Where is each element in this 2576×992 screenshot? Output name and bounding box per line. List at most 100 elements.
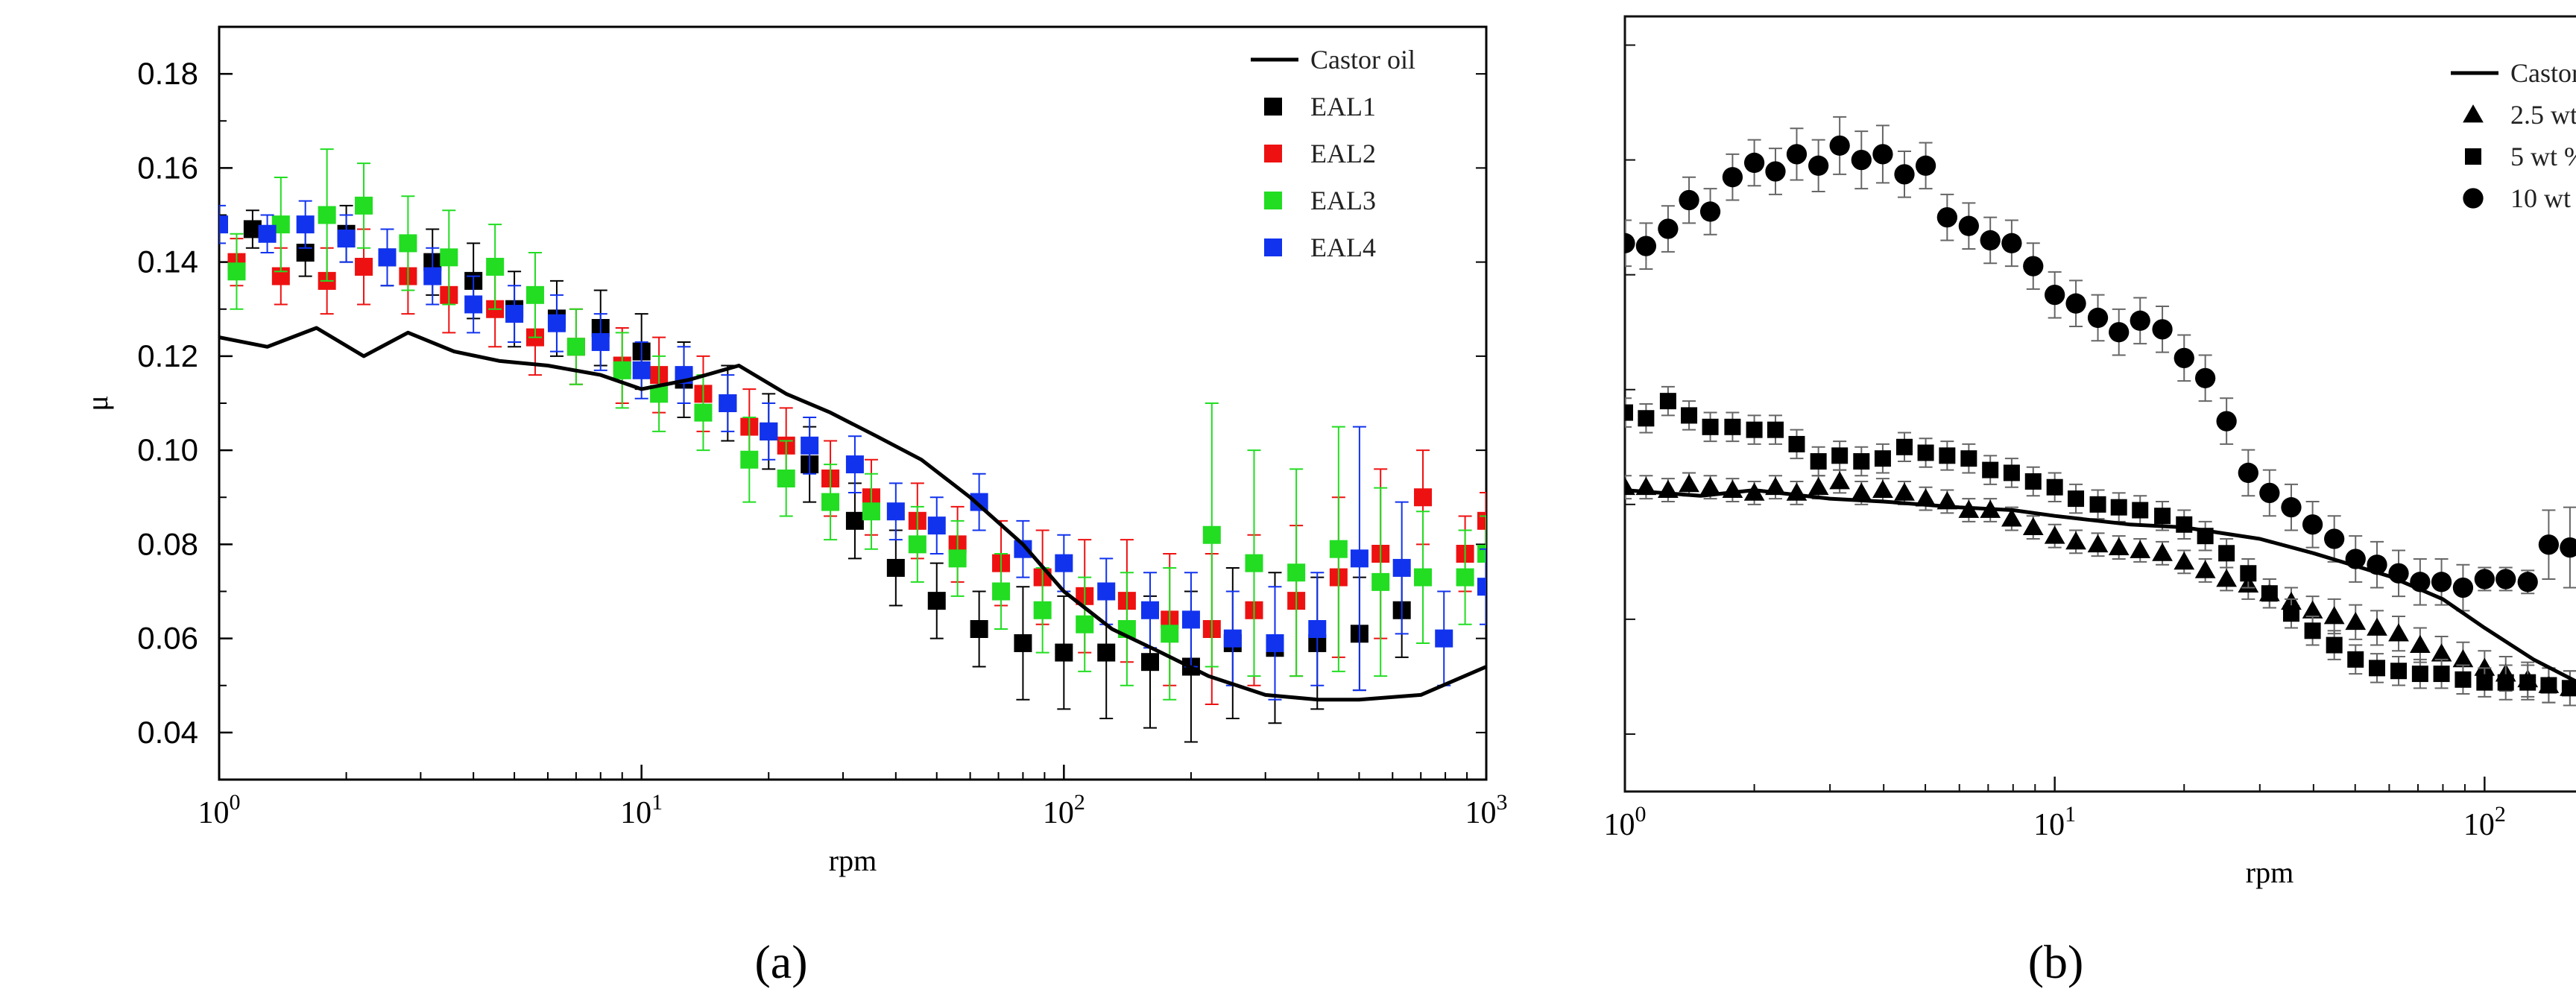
data-point xyxy=(1055,643,1073,662)
data-point xyxy=(1915,155,1936,176)
x-tick-label-base: 10 xyxy=(620,796,651,830)
data-point xyxy=(2110,499,2127,516)
data-point xyxy=(1808,155,1829,176)
data-point xyxy=(2540,677,2557,694)
legend-label: 2.5 wt % xyxy=(2510,100,2576,130)
data-point xyxy=(337,230,356,248)
data-point xyxy=(2068,490,2085,508)
x-tick-label: 101 xyxy=(2033,802,2076,842)
data-point xyxy=(2216,411,2237,432)
data-point xyxy=(2238,462,2258,484)
data-point xyxy=(2259,482,2280,504)
data-point xyxy=(927,592,946,610)
data-point xyxy=(2431,643,2452,662)
x-tick-label-exponent: 0 xyxy=(1635,802,1647,827)
data-point xyxy=(2044,525,2065,544)
data-point xyxy=(2452,577,2474,598)
data-point xyxy=(1625,233,1635,253)
data-point xyxy=(2324,528,2345,549)
y-tick-label: 0.14 xyxy=(137,244,198,279)
castor-oil-line xyxy=(219,326,1486,702)
data-point xyxy=(2087,307,2109,329)
data-point xyxy=(2431,572,2452,593)
data-point xyxy=(2024,473,2042,490)
data-point xyxy=(886,558,905,577)
data-point xyxy=(296,215,315,234)
data-point xyxy=(227,262,246,281)
data-point xyxy=(1851,149,1872,171)
data-point xyxy=(1635,236,1657,256)
data-point xyxy=(801,436,819,455)
x-tick-label-base: 10 xyxy=(2463,808,2495,842)
data-point xyxy=(2496,569,2516,590)
x-tick-label-base: 10 xyxy=(1465,796,1497,830)
data-point xyxy=(886,502,905,521)
data-point xyxy=(1287,563,1306,582)
x-tick-label-base: 10 xyxy=(1604,808,1635,842)
data-point xyxy=(1829,135,1850,156)
y-axis-label: μ xyxy=(80,395,114,411)
data-point xyxy=(1435,629,1453,648)
data-point xyxy=(2023,256,2044,277)
y-tick-label: 0.18 xyxy=(137,56,198,91)
panel-b-label: (b) xyxy=(2028,935,2084,988)
data-point xyxy=(2022,516,2044,536)
data-point xyxy=(1414,568,1433,587)
data-point xyxy=(2108,537,2130,555)
data-point xyxy=(219,215,228,234)
data-point xyxy=(1329,540,1348,558)
data-point xyxy=(1829,471,1851,490)
x-tick-label: 100 xyxy=(198,790,241,830)
data-point xyxy=(862,502,880,521)
data-point xyxy=(1076,615,1094,634)
data-point xyxy=(992,582,1011,601)
data-point xyxy=(2282,605,2299,622)
data-point xyxy=(525,285,544,304)
data-point xyxy=(1638,410,1655,427)
data-point xyxy=(2323,606,2345,625)
x-axis-label: rpm xyxy=(829,844,877,877)
data-point xyxy=(355,196,373,215)
data-point xyxy=(2174,347,2194,369)
data-point xyxy=(927,516,946,535)
data-point xyxy=(1939,447,1956,464)
data-point xyxy=(1097,582,1116,601)
data-point xyxy=(1808,476,1829,496)
data-point xyxy=(2560,537,2576,558)
data-point xyxy=(2474,657,2496,676)
data-point xyxy=(2152,543,2173,561)
data-point xyxy=(2194,560,2216,578)
data-point xyxy=(1702,418,1719,435)
panel-b: (b) 1001011021030.040.080.120.160.200.24… xyxy=(1604,15,2576,988)
data-point xyxy=(1872,144,1893,165)
y-tick-label: 0.08 xyxy=(137,526,198,561)
data-point xyxy=(632,361,651,379)
data-point xyxy=(970,620,988,638)
data-point xyxy=(1625,404,1633,421)
series-10-wt- xyxy=(1625,116,2576,612)
data-point xyxy=(719,394,737,412)
data-point xyxy=(1371,572,1390,591)
data-point xyxy=(1161,625,1179,643)
data-point xyxy=(2517,572,2538,593)
x-tick-label-exponent: 2 xyxy=(1074,790,1085,815)
data-point xyxy=(2130,540,2151,558)
data-point xyxy=(1266,634,1284,652)
data-point xyxy=(1851,482,1872,501)
data-point xyxy=(378,248,397,267)
data-point xyxy=(399,234,417,253)
data-point xyxy=(2089,496,2106,513)
data-point xyxy=(2001,508,2022,527)
data-point xyxy=(2302,600,2323,619)
data-point xyxy=(2065,293,2086,314)
data-point xyxy=(2195,367,2216,388)
data-point xyxy=(2132,502,2149,519)
legend-label: Castor oil xyxy=(1310,45,1415,75)
data-point xyxy=(777,470,795,487)
plot-area xyxy=(1625,116,2576,707)
data-point xyxy=(1722,167,1743,188)
data-point xyxy=(740,450,759,469)
legend-swatch-marker xyxy=(1264,192,1282,209)
data-point xyxy=(2519,674,2536,691)
data-point xyxy=(1679,189,1699,211)
